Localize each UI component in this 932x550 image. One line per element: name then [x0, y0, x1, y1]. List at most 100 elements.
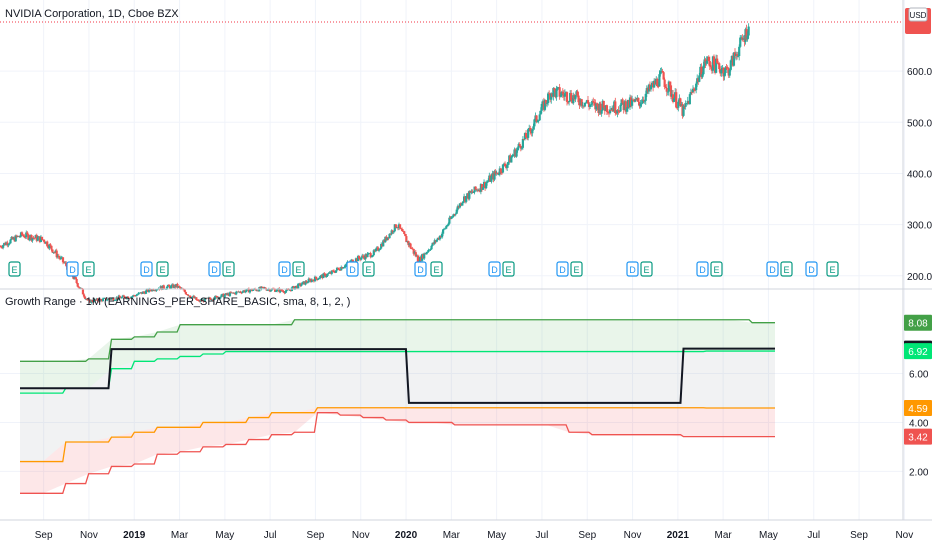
marker-icon [502, 261, 515, 277]
candle-body [389, 233, 392, 235]
marker-icon [826, 261, 839, 277]
candle-body [50, 245, 53, 250]
dividend-marker[interactable]: D [66, 261, 79, 277]
candle-body [600, 110, 603, 114]
candle-body [694, 89, 697, 91]
marker-icon [780, 261, 793, 277]
dividend-marker[interactable]: D [346, 261, 359, 277]
marker-letter: E [85, 265, 91, 275]
earnings-marker[interactable]: E [362, 261, 375, 277]
marker-letter: D [417, 265, 424, 275]
marker-letter: E [11, 265, 17, 275]
candle-body [722, 67, 725, 77]
marker-icon [82, 261, 95, 277]
candle-body [642, 99, 645, 101]
candle-body [726, 67, 729, 69]
dividend-marker[interactable]: D [805, 261, 818, 277]
marker-icon [140, 261, 153, 277]
candle-body [701, 74, 704, 78]
dividend-marker[interactable]: D [696, 261, 709, 277]
candle-body [427, 249, 430, 253]
candle-body [318, 278, 321, 280]
indicator-pane[interactable] [20, 319, 775, 494]
candle-body [268, 288, 271, 292]
candle-body [625, 108, 628, 112]
candle-body [616, 110, 619, 114]
time-axis-label: Jul [807, 530, 820, 541]
candle-body [747, 26, 750, 36]
earnings-marker[interactable]: E [156, 261, 169, 277]
candle-body [112, 297, 115, 301]
candle-body [705, 60, 708, 64]
candle-body [455, 209, 458, 214]
marker-icon [696, 261, 709, 277]
candle-body [130, 296, 133, 299]
candle-body [732, 52, 736, 66]
candle-body [55, 250, 58, 258]
candle-body [537, 120, 540, 122]
candle-body [472, 192, 475, 193]
candle-body [209, 298, 213, 300]
dividend-marker[interactable]: D [208, 261, 221, 277]
earnings-marker[interactable]: E [826, 261, 839, 277]
dividend-marker[interactable]: D [488, 261, 501, 277]
candle-body [465, 196, 468, 202]
dividend-marker[interactable]: D [626, 261, 639, 277]
earnings-marker[interactable]: E [502, 261, 515, 277]
earnings-marker[interactable]: E [82, 261, 95, 277]
earnings-marker[interactable]: E [710, 261, 723, 277]
candle-body [270, 288, 274, 291]
main-price-pane[interactable] [0, 21, 903, 304]
dividend-marker[interactable]: D [556, 261, 569, 277]
candle-body [574, 95, 577, 100]
dividend-marker[interactable]: D [766, 261, 779, 277]
price-axis-label: 500.00 [907, 118, 932, 129]
earnings-marker[interactable]: E [640, 261, 653, 277]
candle-body [511, 155, 514, 157]
candle-body [372, 250, 375, 256]
event-markers[interactable]: EDEDEDEDEDEDEDEDEDEDEDEDEDSE [8, 261, 932, 277]
candle-body [46, 241, 49, 247]
dividend-marker[interactable]: D [278, 261, 291, 277]
earnings-marker[interactable]: E [430, 261, 443, 277]
candle-body [503, 163, 507, 167]
time-axis-label: Sep [307, 530, 325, 541]
earnings-marker[interactable]: E [8, 261, 21, 277]
earnings-marker[interactable]: E [292, 261, 305, 277]
earnings-marker[interactable]: E [570, 261, 583, 277]
marker-letter: D [143, 265, 150, 275]
marker-icon [222, 261, 235, 277]
candle-body [297, 283, 300, 289]
candle-body [535, 115, 538, 122]
candle-body [326, 273, 329, 276]
candle-body [500, 172, 503, 174]
candle-body [22, 234, 25, 236]
candle-body [86, 298, 89, 300]
marker-icon [292, 261, 305, 277]
candle-body [293, 287, 297, 290]
candle-body [577, 95, 580, 103]
candle-body [360, 257, 363, 260]
marker-letter: D [69, 265, 76, 275]
candle-body [506, 164, 509, 168]
earnings-marker[interactable]: E [780, 261, 793, 277]
candle-body [167, 284, 171, 287]
candle-body [664, 86, 667, 89]
candle-body [366, 253, 369, 258]
candle-body [543, 100, 547, 110]
candle-body [501, 164, 505, 173]
candle-body [631, 99, 634, 106]
earnings-marker[interactable]: E [222, 261, 235, 277]
dividend-marker[interactable]: D [414, 261, 427, 277]
candle-body [608, 109, 612, 114]
candle-body [668, 81, 671, 86]
candle-body [304, 281, 307, 285]
dividend-marker[interactable]: D [140, 261, 153, 277]
candle-body [624, 101, 627, 112]
candle-body [450, 217, 453, 219]
candle-body [507, 162, 510, 165]
candle-body [662, 72, 665, 80]
candle-body [178, 286, 181, 288]
